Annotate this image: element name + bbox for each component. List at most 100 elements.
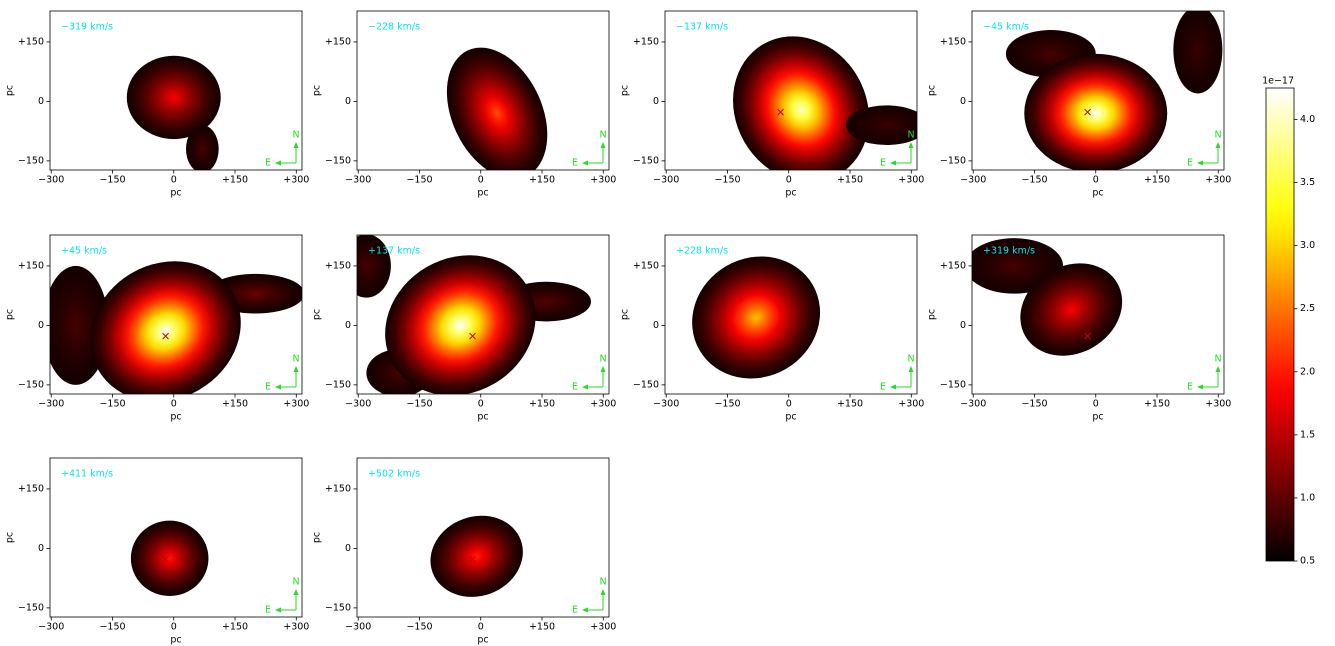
x-tick-label: −300	[960, 175, 986, 186]
north-arrowhead	[1216, 142, 1221, 148]
y-tick-label: +150	[325, 260, 351, 271]
x-tick-label: +150	[529, 175, 555, 186]
north-arrowhead	[294, 142, 299, 148]
x-tick-label: −150	[1021, 399, 1047, 410]
y-axis-label: pc	[5, 309, 16, 320]
x-axis-label: pc	[785, 412, 796, 423]
x-tick-label: +150	[837, 175, 863, 186]
intensity-map	[670, 233, 843, 401]
x-tick-label: −300	[38, 175, 64, 186]
y-tick-label: −150	[325, 155, 351, 166]
y-tick-label: 0	[960, 320, 966, 331]
y-tick-label: +150	[18, 483, 44, 494]
intensity-map	[427, 31, 567, 195]
x-tick-label: 0	[171, 622, 177, 633]
north-label: N	[292, 577, 299, 588]
intensity-map	[127, 56, 221, 173]
east-arrowhead	[582, 385, 588, 390]
north-label: N	[599, 577, 606, 588]
x-tick-label: −150	[1021, 175, 1047, 186]
x-tick-label: +300	[283, 622, 309, 633]
x-tick-label: −300	[345, 175, 371, 186]
emission-blob	[419, 503, 534, 610]
y-axis-label: pc	[620, 85, 631, 96]
y-tick-label: −150	[633, 155, 659, 166]
east-arrowhead	[1197, 161, 1203, 166]
x-tick-label: 0	[478, 399, 484, 410]
velocity-label: +137 km/s	[368, 246, 420, 257]
x-tick-label: +150	[529, 399, 555, 410]
intensity-map	[419, 503, 534, 610]
y-axis-label: pc	[927, 309, 938, 320]
north-label: N	[292, 354, 299, 365]
y-tick-label: −150	[18, 379, 44, 390]
east-arrowhead	[582, 608, 588, 613]
x-tick-label: +300	[590, 175, 616, 186]
east-label: E	[572, 605, 578, 616]
x-tick-label: −300	[345, 399, 371, 410]
velocity-label: +228 km/s	[676, 246, 728, 257]
east-arrowhead	[890, 161, 896, 166]
velocity-label: +502 km/s	[368, 469, 420, 480]
velocity-label: −45 km/s	[983, 22, 1029, 33]
x-tick-label: +300	[1205, 175, 1231, 186]
x-tick-label: −150	[99, 399, 125, 410]
y-axis-label: pc	[927, 85, 938, 96]
y-tick-label: 0	[653, 96, 659, 107]
x-tick-label: +150	[222, 175, 248, 186]
east-arrowhead	[275, 608, 281, 613]
y-tick-label: −150	[325, 602, 351, 613]
colorbar-tick-label: 3.0	[1300, 240, 1315, 251]
y-tick-label: +150	[633, 36, 659, 47]
x-axis-label: pc	[477, 635, 488, 646]
y-tick-label: −150	[325, 379, 351, 390]
x-tick-label: 0	[786, 399, 792, 410]
x-tick-label: +150	[1144, 175, 1170, 186]
emission-blob	[131, 521, 209, 596]
colorbar-tick-label: 3.5	[1300, 177, 1315, 188]
colorbar-tick-label: 0.5	[1300, 556, 1315, 567]
figure: −300−1500+150+300+1500−150pcpc−319 km/sN…	[0, 0, 1335, 646]
y-tick-label: +150	[18, 36, 44, 47]
y-tick-label: −150	[940, 379, 966, 390]
y-axis-label: pc	[312, 85, 323, 96]
north-arrowhead	[909, 366, 914, 372]
east-label: E	[880, 382, 886, 393]
x-tick-label: 0	[1093, 399, 1099, 410]
east-label: E	[265, 158, 271, 169]
velocity-label: −137 km/s	[676, 22, 728, 33]
colorbar: 0.51.01.52.02.53.03.54.01e−17	[1262, 76, 1315, 567]
emission-blob	[670, 233, 843, 401]
y-tick-label: +150	[940, 36, 966, 47]
x-axis-label: pc	[170, 188, 181, 199]
intensity-map	[131, 521, 209, 596]
colorbar-tick-label: 2.5	[1300, 303, 1315, 314]
colorbar-tick-label: 2.0	[1300, 366, 1315, 377]
x-tick-label: 0	[1093, 175, 1099, 186]
x-tick-label: +300	[590, 399, 616, 410]
x-axis-label: pc	[170, 412, 181, 423]
x-tick-label: +300	[283, 399, 309, 410]
x-axis-label: pc	[1092, 188, 1103, 199]
x-tick-label: +150	[529, 622, 555, 633]
north-arrowhead	[601, 589, 606, 595]
x-axis-label: pc	[1092, 412, 1103, 423]
x-tick-label: −150	[99, 175, 125, 186]
x-tick-label: 0	[478, 175, 484, 186]
colorbar-fill	[1266, 88, 1294, 561]
intensity-map	[342, 228, 591, 422]
x-tick-label: 0	[171, 399, 177, 410]
east-label: E	[1187, 382, 1193, 393]
east-label: E	[1187, 158, 1193, 169]
y-axis-label: pc	[312, 532, 323, 543]
x-tick-label: −300	[653, 399, 679, 410]
colorbar-offset: 1e−17	[1262, 76, 1294, 87]
x-tick-label: −150	[714, 175, 740, 186]
north-arrowhead	[601, 366, 606, 372]
y-axis-label: pc	[5, 532, 16, 543]
velocity-label: +319 km/s	[983, 246, 1035, 257]
emission-blob	[427, 31, 567, 195]
north-label: N	[907, 130, 914, 141]
